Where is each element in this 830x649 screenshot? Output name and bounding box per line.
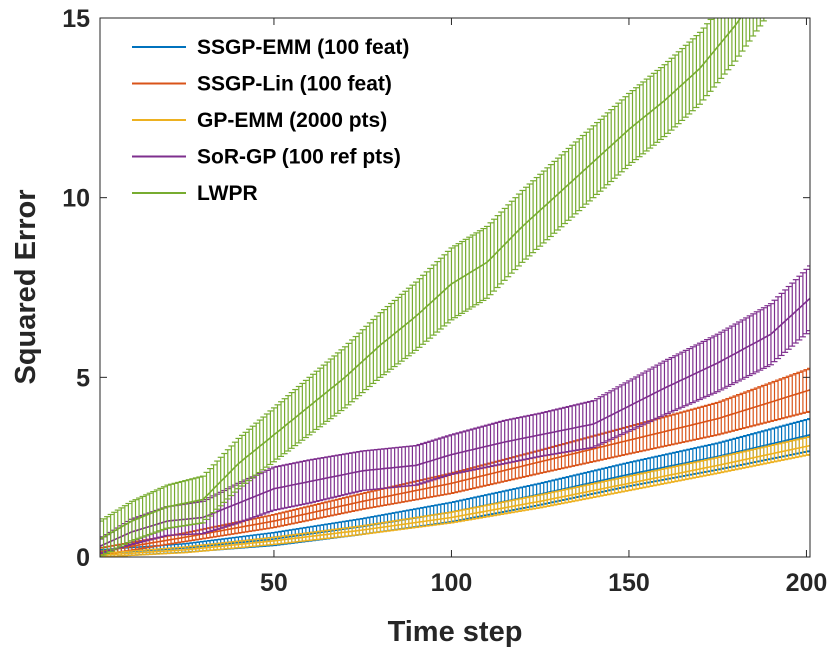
axes-box: [99, 17, 811, 558]
legend: SSGP-EMM (100 feat) SSGP-Lin (100 feat) GP…: [110, 26, 480, 221]
y-tick-label: 5: [76, 364, 90, 392]
y-tick-label: 15: [62, 5, 90, 33]
y-axis-label: Squared Error: [10, 190, 42, 385]
legend-entry: GP-EMM (2000 pts): [197, 109, 387, 132]
legend-box: [110, 26, 480, 221]
legend-entry: LWPR: [197, 182, 258, 205]
x-axis-label: Time step: [388, 616, 523, 648]
x-tick-label: 100: [431, 569, 473, 597]
y-tick-label: 0: [76, 544, 90, 572]
axes-layer: 50 100 150 200 0 5 10 15: [62, 5, 827, 597]
series-layer: [100, 18, 810, 557]
series-4-line: [100, 297, 810, 547]
y-tick-label: 10: [62, 185, 90, 213]
series-2-line: [100, 389, 810, 553]
legend-entry: SoR-GP (100 ref pts): [197, 146, 401, 169]
series-5: [100, 18, 767, 557]
legend-entry: SSGP-Lin (100 feat): [197, 73, 392, 96]
x-tick-label: 200: [786, 569, 828, 597]
series-5-line: [100, 18, 742, 540]
x-tick-label: 50: [260, 569, 288, 597]
x-tick-label: 150: [608, 569, 650, 597]
series-3: [100, 436, 810, 557]
series-3-line: [100, 444, 810, 556]
legend-entry: SSGP-EMM (100 feat): [197, 36, 409, 59]
